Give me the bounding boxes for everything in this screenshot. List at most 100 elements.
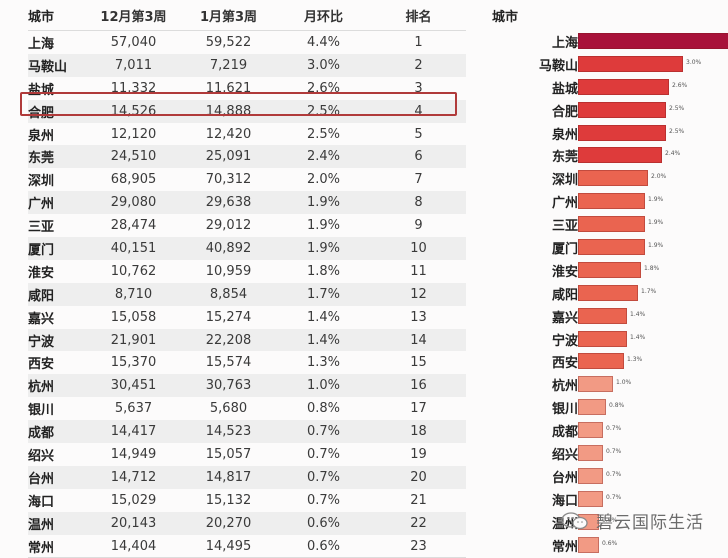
- bar: [578, 330, 627, 347]
- jan-week3-cell: 15,057: [205, 446, 252, 462]
- bar-row: 广州 1.9%: [486, 190, 728, 213]
- bar-category-label: 东莞: [551, 150, 578, 166]
- bar-category-label: 深圳: [551, 173, 578, 189]
- mom-cell: 2.4%: [306, 149, 341, 165]
- bar-category-label: 淮安: [551, 264, 578, 280]
- bar-row: 嘉兴 1.4%: [486, 305, 728, 328]
- mom-cell: 1.4%: [306, 332, 341, 348]
- rank-cell: 11: [410, 263, 427, 279]
- bar-category-label: 合肥: [551, 104, 578, 120]
- bar-category-label: 成都: [551, 425, 578, 441]
- jan-week3-cell: 14,495: [205, 538, 252, 554]
- bar-value-label: 1.4%: [630, 310, 646, 318]
- mom-cell: 0.6%: [306, 538, 341, 554]
- bar: [578, 536, 599, 553]
- bar: [578, 445, 603, 462]
- table-row: 东莞 24,510 25,091 2.4% 6: [28, 145, 466, 169]
- bar-category-label: 杭州: [551, 379, 578, 395]
- mom-cell: 1.9%: [306, 240, 341, 256]
- city-cell: 常州: [28, 540, 55, 556]
- jan-week3-cell: 8,854: [209, 286, 248, 302]
- wechat-icon: [561, 511, 588, 529]
- bar-track: 1.0%: [578, 373, 728, 396]
- table-row: 银川 5,637 5,680 0.8% 17: [28, 397, 466, 420]
- dec-week3-cell: 10,762: [110, 263, 157, 279]
- bar-track: 1.9%: [578, 213, 728, 236]
- header-rank: 排名: [405, 9, 432, 25]
- dec-week3-cell: 20,143: [110, 515, 157, 531]
- table-row: 泉州 12,120 12,420 2.5% 5: [28, 123, 466, 146]
- bar-row: 成都 0.7%: [486, 419, 728, 442]
- city-cell: 成都: [28, 426, 55, 442]
- bar-track: 2.5%: [578, 99, 728, 122]
- bar: [578, 170, 648, 187]
- dec-week3-cell: 14,526: [110, 103, 157, 119]
- bar-value-label: 2.5%: [669, 104, 685, 112]
- dec-week3-cell: 14,404: [110, 538, 157, 554]
- bar: [578, 467, 603, 484]
- bar: [578, 490, 603, 507]
- bar-row: 合肥 2.5%: [486, 99, 728, 122]
- rank-cell: 3: [414, 80, 423, 96]
- jan-week3-cell: 14,888: [205, 103, 252, 119]
- rank-cell: 18: [410, 424, 427, 440]
- jan-week3-cell: 5,680: [209, 401, 248, 417]
- bar-category-label: 绍兴: [551, 447, 578, 463]
- bar: [578, 55, 683, 72]
- city-cell: 泉州: [28, 128, 55, 144]
- jan-week3-cell: 70,312: [205, 172, 252, 188]
- mom-cell: 0.7%: [306, 469, 341, 485]
- table-row: 嘉兴 15,058 15,274 1.4% 13: [28, 306, 466, 329]
- mom-cell: 1.9%: [306, 218, 341, 234]
- bar-row: 常州 0.6%: [486, 534, 728, 557]
- table-row: 宁波 21,901 22,208 1.4% 14: [28, 328, 466, 352]
- dec-week3-cell: 15,029: [110, 492, 157, 508]
- city-cell: 广州: [28, 197, 55, 213]
- rank-cell: 13: [410, 309, 427, 325]
- bar-row: 淮安 1.8%: [486, 259, 728, 282]
- bar-track: [578, 30, 728, 53]
- bar: [578, 376, 613, 393]
- dec-week3-cell: 24,510: [110, 149, 157, 165]
- bar-value-label: 1.9%: [648, 219, 664, 227]
- header-mom: 月环比: [303, 9, 343, 25]
- dec-week3-cell: 11,332: [110, 80, 157, 96]
- dec-week3-cell: 28,474: [110, 218, 157, 234]
- bar-track: 2.5%: [578, 122, 728, 145]
- bar-value-label: 0.7%: [606, 425, 622, 433]
- bar-row: 上海: [486, 30, 728, 53]
- jan-week3-cell: 15,132: [205, 492, 252, 508]
- rank-cell: 5: [414, 126, 423, 142]
- bar-category-label: 常州: [551, 539, 578, 555]
- dec-week3-cell: 21,901: [110, 332, 157, 348]
- jan-week3-cell: 15,274: [205, 309, 252, 325]
- dec-week3-cell: 8,710: [114, 286, 153, 302]
- city-cell: 厦门: [28, 242, 55, 258]
- jan-week3-cell: 12,420: [205, 126, 252, 142]
- jan-week3-cell: 22,208: [205, 332, 252, 348]
- bar: [578, 216, 645, 233]
- mom-cell: 1.9%: [306, 195, 341, 211]
- table-row: 上海 57,040 59,522 4.4% 1: [28, 31, 466, 54]
- bar-row: 马鞍山 3.0%: [486, 53, 728, 76]
- mom-cell: 0.8%: [306, 401, 341, 417]
- rank-cell: 2: [414, 57, 423, 73]
- city-cell: 咸阳: [28, 288, 55, 304]
- rank-cell: 16: [410, 378, 427, 394]
- jan-week3-cell: 14,523: [205, 424, 252, 440]
- bar-row: 台州 0.7%: [486, 465, 728, 488]
- bar-category-label: 台州: [551, 470, 578, 486]
- bar-category-label: 嘉兴: [551, 310, 578, 326]
- bar-track: 3.0%: [578, 53, 728, 76]
- mom-cell: 0.7%: [306, 446, 341, 462]
- dec-week3-cell: 12,120: [110, 126, 157, 142]
- bar-value-label: 2.4%: [665, 150, 681, 158]
- bar-row: 泉州 2.5%: [486, 122, 728, 145]
- rank-cell: 17: [410, 401, 427, 417]
- bar-track: 2.0%: [578, 167, 728, 190]
- table-row: 西安 15,370 15,574 1.3% 15: [28, 351, 466, 374]
- bar-category-label: 西安: [551, 356, 578, 372]
- bar: [578, 399, 606, 416]
- table-row: 温州 20,143 20,270 0.6% 22: [28, 511, 466, 535]
- bar-value-label: 1.9%: [648, 196, 664, 204]
